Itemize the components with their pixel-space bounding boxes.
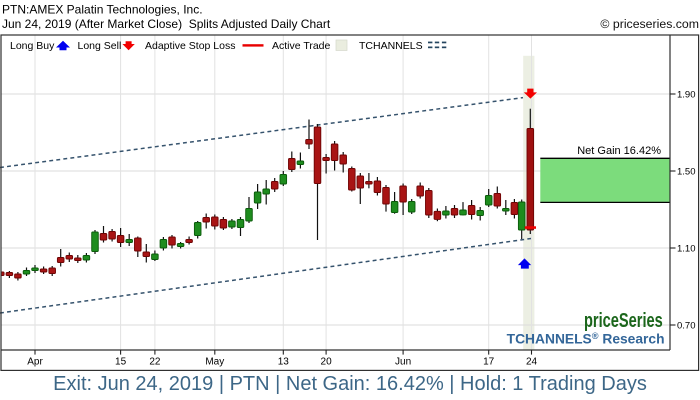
svg-text:priceSeries: priceSeries	[584, 309, 663, 332]
svg-text:May: May	[205, 357, 224, 368]
svg-text:TCHANNELS® Research: TCHANNELS® Research	[507, 331, 665, 347]
svg-text:Jun 24, 2019 (After Market Clo: Jun 24, 2019 (After Market Close) Splits…	[2, 17, 331, 31]
svg-text:PTN:AMEX Palatin Technologies,: PTN:AMEX Palatin Technologies, Inc.	[2, 3, 203, 17]
svg-text:Adaptive Stop Loss: Adaptive Stop Loss	[145, 40, 235, 52]
svg-text:Exit: Jun 24, 2019 | PTN | Net: Exit: Jun 24, 2019 | PTN | Net Gain: 16.…	[53, 373, 647, 395]
svg-text:20: 20	[321, 357, 333, 368]
svg-text:1.50: 1.50	[677, 166, 696, 177]
svg-text:Apr: Apr	[27, 357, 43, 368]
svg-text:Active Trade: Active Trade	[272, 40, 331, 52]
svg-text:22: 22	[149, 357, 161, 368]
svg-text:Long Buy: Long Buy	[10, 40, 55, 52]
svg-text:0.70: 0.70	[677, 320, 696, 331]
svg-text:TCHANNELS: TCHANNELS	[359, 40, 423, 52]
svg-text:Long Sell: Long Sell	[78, 40, 122, 52]
svg-text:© priceseries.com: © priceseries.com	[600, 17, 699, 31]
svg-text:1.10: 1.10	[677, 243, 696, 254]
svg-text:Jun: Jun	[395, 357, 411, 368]
svg-text:1.90: 1.90	[677, 89, 696, 100]
svg-text:13: 13	[278, 357, 290, 368]
svg-text:15: 15	[115, 357, 127, 368]
svg-text:Net Gain 16.42%: Net Gain 16.42%	[577, 145, 661, 157]
svg-text:17: 17	[483, 357, 495, 368]
svg-text:24: 24	[526, 357, 538, 368]
